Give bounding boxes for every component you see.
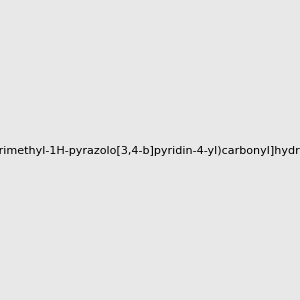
Text: N-phenyl-2-[(1,3,6-trimethyl-1H-pyrazolo[3,4-b]pyridin-4-yl)carbonyl]hydrazineca: N-phenyl-2-[(1,3,6-trimethyl-1H-pyrazolo… <box>0 146 300 157</box>
